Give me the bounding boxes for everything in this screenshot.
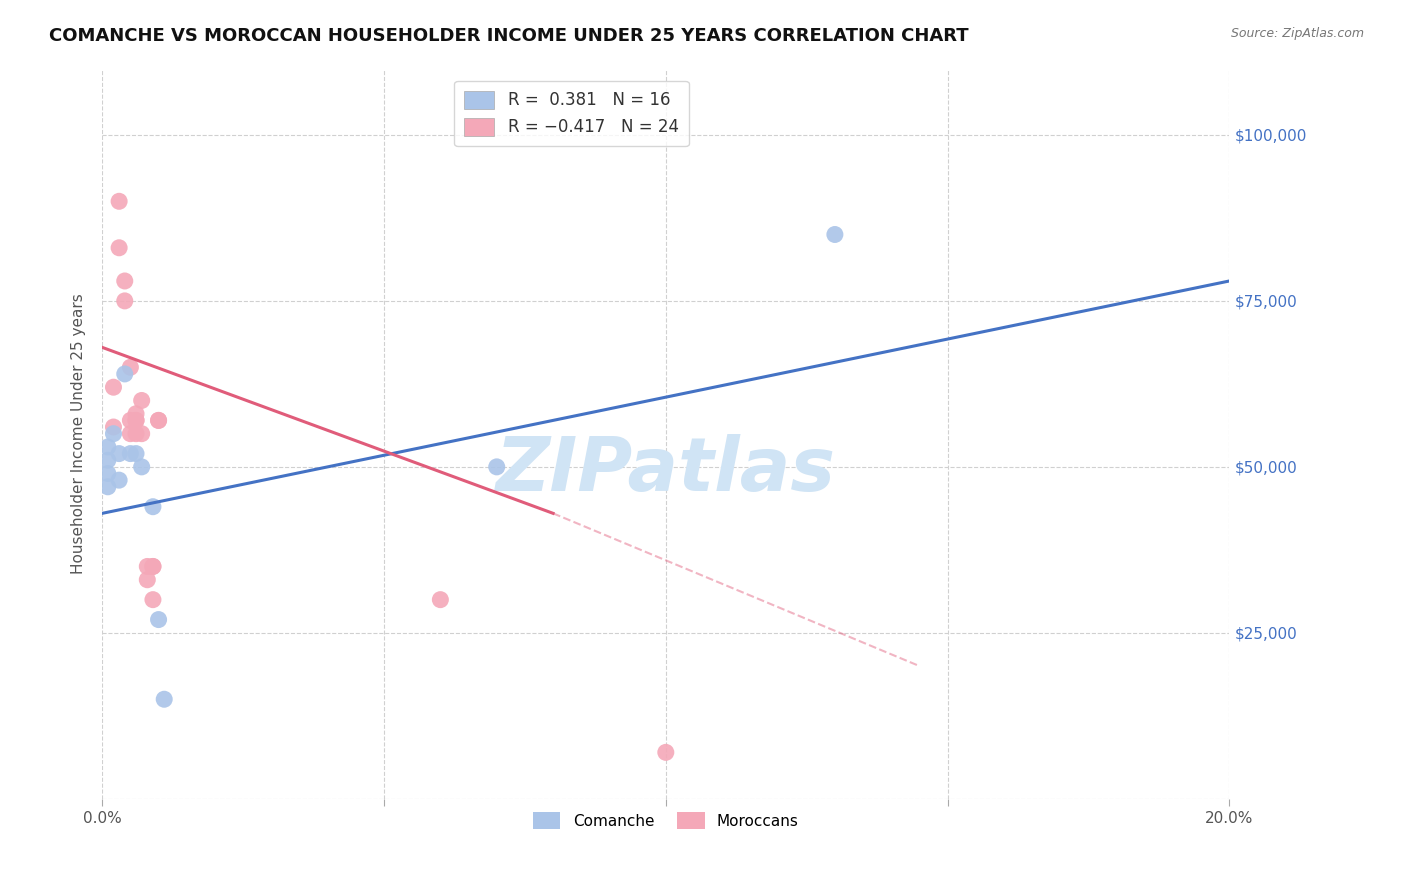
Point (103, 380, 125, 394)
Text: ZIPatlas: ZIPatlas (496, 434, 835, 507)
Point (142, 559, 165, 574)
Point (120, 447, 142, 461)
Y-axis label: Householder Income Under 25 years: Householder Income Under 25 years (72, 293, 86, 574)
Point (114, 274, 136, 288)
Point (136, 559, 159, 574)
Point (103, 426, 125, 441)
Point (142, 500, 165, 514)
Point (108, 194, 131, 209)
Point (125, 413, 148, 427)
Point (142, 592, 165, 607)
Point (97, 440, 120, 454)
Point (103, 420, 125, 434)
Text: COMANCHE VS MOROCCAN HOUSEHOLDER INCOME UNDER 25 YEARS CORRELATION CHART: COMANCHE VS MOROCCAN HOUSEHOLDER INCOME … (49, 27, 969, 45)
Point (485, 459, 508, 474)
Point (125, 413, 148, 427)
Point (97, 453, 120, 467)
Point (131, 393, 153, 408)
Point (120, 426, 142, 441)
Point (125, 426, 148, 441)
Point (114, 367, 136, 381)
Point (120, 360, 142, 375)
Point (120, 413, 142, 427)
Point (153, 692, 176, 706)
Point (97, 467, 120, 481)
Point (125, 447, 148, 461)
Point (108, 447, 131, 461)
Point (148, 413, 170, 427)
Point (131, 459, 153, 474)
Point (131, 426, 153, 441)
Text: Source: ZipAtlas.com: Source: ZipAtlas.com (1230, 27, 1364, 40)
Point (429, 592, 451, 607)
Legend: Comanche, Moroccans: Comanche, Moroccans (527, 806, 804, 835)
Point (108, 241, 131, 255)
Point (125, 407, 148, 421)
Point (114, 293, 136, 308)
Point (655, 745, 678, 759)
Point (824, 227, 846, 242)
Point (136, 573, 159, 587)
Point (142, 559, 165, 574)
Point (148, 613, 170, 627)
Point (97, 480, 120, 494)
Point (148, 413, 170, 427)
Point (108, 473, 131, 487)
